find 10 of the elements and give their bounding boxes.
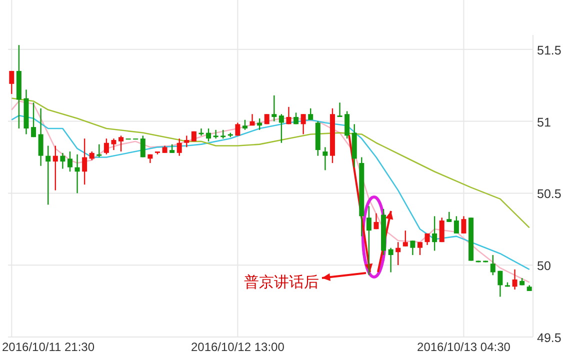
y-tick-label: 51.5 bbox=[537, 43, 562, 58]
y-tick-label: 50.5 bbox=[537, 187, 562, 202]
annotation: 普京讲话后 bbox=[244, 274, 319, 291]
y-tick-label: 49.5 bbox=[537, 331, 562, 345]
x-tick-label: 2016/10/11 21:30 bbox=[2, 340, 95, 354]
x-tick-label: 2016/10/12 13:00 bbox=[190, 340, 285, 354]
y-tick-label: 51 bbox=[537, 115, 551, 130]
line-series bbox=[11, 98, 530, 228]
x-tick-label: 2016/10/13 04:30 bbox=[417, 340, 511, 354]
y-tick-label: 50 bbox=[537, 259, 551, 274]
